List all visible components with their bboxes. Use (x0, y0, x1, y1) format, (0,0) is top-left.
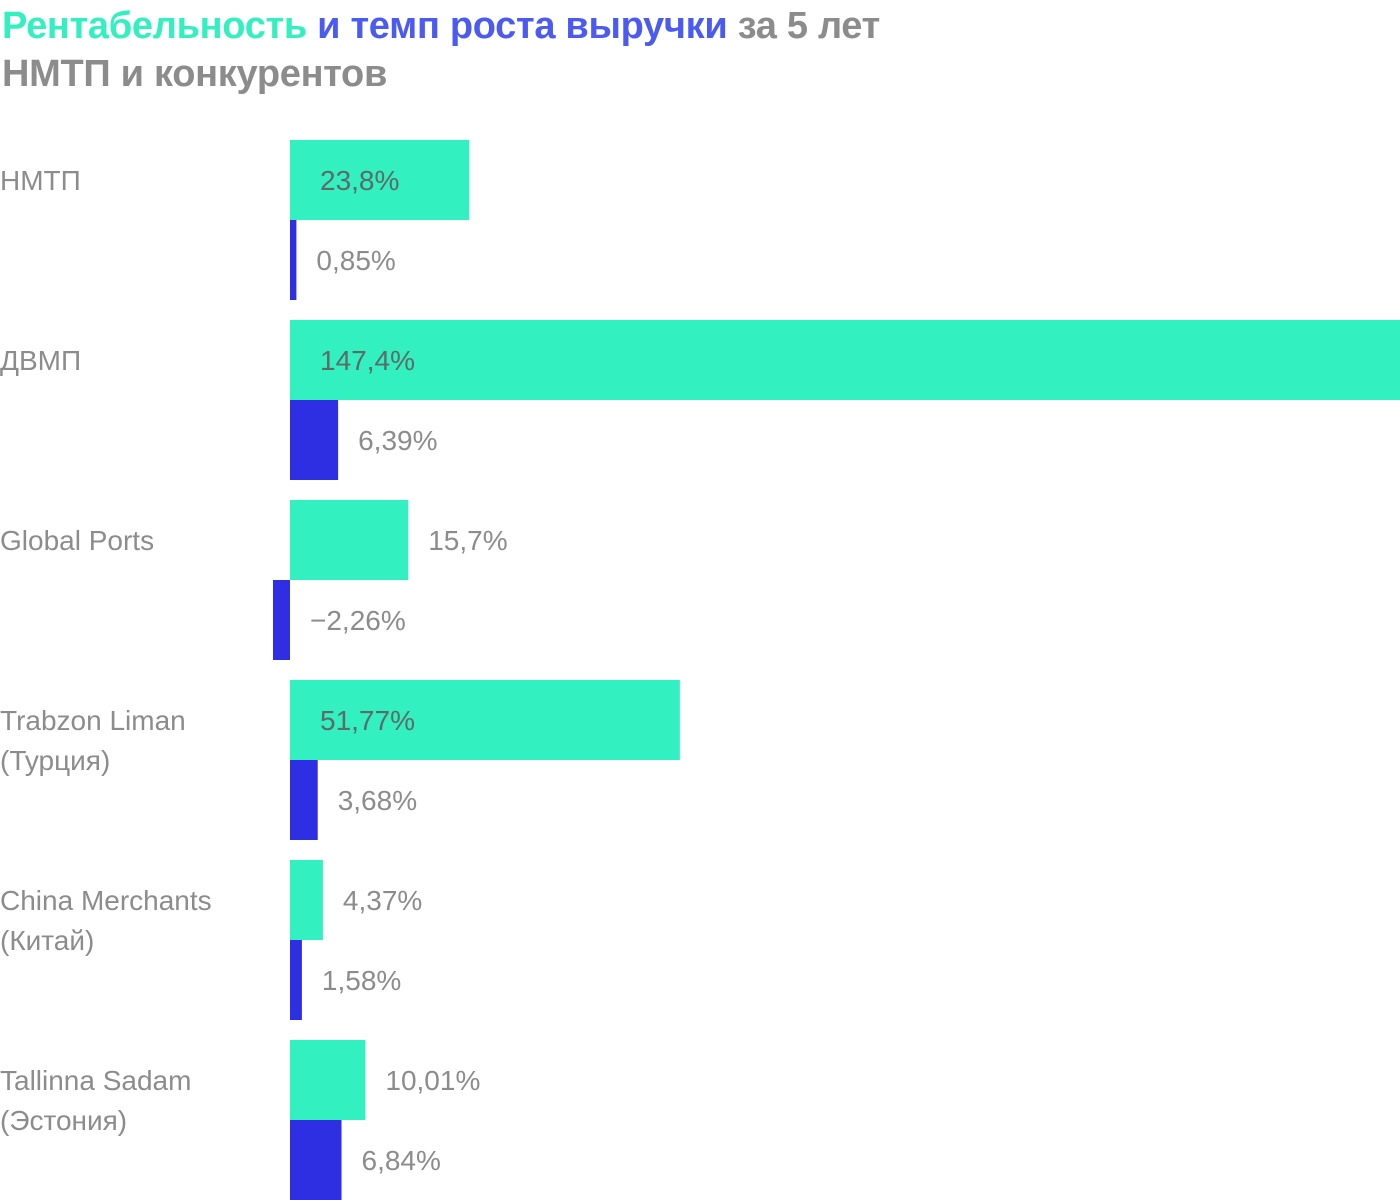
title-revenue-growth: и темп роста выручки (317, 5, 728, 47)
revenue_growth-bar (290, 220, 297, 300)
revenue_growth-bar (290, 940, 302, 1020)
revenue_growth-bar (290, 400, 339, 480)
profitability-bar (290, 320, 1400, 400)
category-label: ДВМП (0, 345, 81, 376)
title-period: за 5 лет (737, 5, 881, 47)
category-label: Tallinna Sadam (Эстония) (0, 1065, 191, 1136)
profitability-value-label: 15,7% (428, 525, 507, 556)
revenue_growth-value-label: 0,85% (316, 245, 395, 276)
revenue_growth-value-label: 6,84% (362, 1145, 441, 1176)
title-profitability: Рентабельность (2, 5, 307, 47)
title-subject: НМТП и конкурентов (2, 53, 388, 95)
profitability-bar (290, 1040, 366, 1120)
profitability-value-label: 51,77% (320, 705, 415, 736)
revenue_growth-bar (290, 1120, 342, 1200)
category-label: China Merchants (Китай) (0, 885, 212, 956)
profitability-bar (290, 500, 409, 580)
chart-title: Рентабельность и темп роста выручки за 5… (2, 2, 880, 98)
category-label: Global Ports (0, 525, 154, 556)
category-label: Trabzon Liman (Турция) (0, 705, 186, 776)
revenue_growth-bar (272, 580, 290, 660)
profitability-bar (290, 140, 470, 220)
profitability-value-label: 10,01% (385, 1065, 480, 1096)
profitability-value-label: 23,8% (320, 165, 399, 196)
profitability-bar (290, 860, 323, 940)
revenue_growth-value-label: 1,58% (322, 965, 401, 996)
revenue_growth-value-label: 3,68% (338, 785, 417, 816)
revenue_growth-bar (290, 760, 318, 840)
profitability-value-label: 147,4% (320, 345, 415, 376)
category-label: НМТП (0, 165, 81, 196)
revenue_growth-value-label: −2,26% (310, 605, 406, 636)
profitability-bar (290, 680, 680, 760)
revenue_growth-value-label: 6,39% (358, 425, 437, 456)
profitability-value-label: 4,37% (343, 885, 422, 916)
